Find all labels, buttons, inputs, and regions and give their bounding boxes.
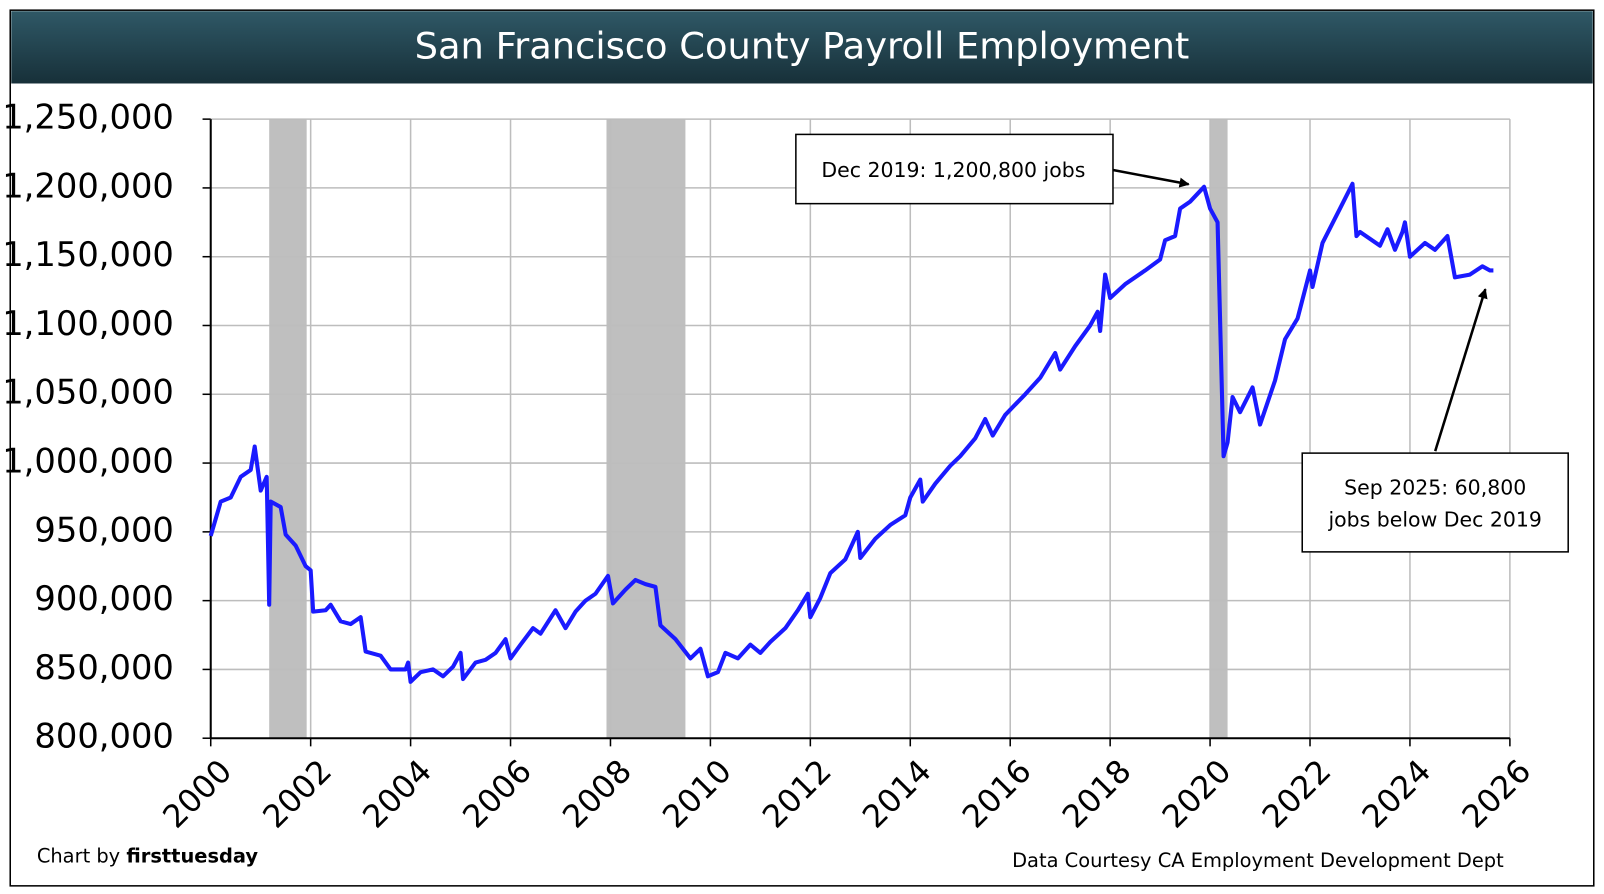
annotations: Dec 2019: 1,200,800 jobs Sep 2025: 60,80…: [795, 133, 1569, 553]
credit-text: Chart by: [37, 844, 127, 867]
data-line: [208, 181, 1494, 684]
header-bar: [11, 11, 1593, 84]
recession-band: [606, 119, 686, 739]
annotation-box: [795, 133, 1114, 205]
arrow: [1112, 168, 1190, 188]
y-tick-label: 1,250,000: [2, 98, 174, 137]
y-tick-label: 850,000: [34, 648, 174, 687]
chart-title: San Francisco County Payroll Employment: [415, 24, 1190, 67]
credit: Chart by firsttuesday: [37, 844, 259, 867]
y-tick-label: 800,000: [34, 717, 174, 756]
arrow: [1433, 288, 1488, 452]
annotation-text: Dec 2019: 1,200,800 jobs: [821, 158, 1085, 182]
y-tick-label: 1,200,000: [2, 166, 174, 205]
y-tick-label: 1,150,000: [2, 235, 174, 274]
y-tick-label: 950,000: [34, 510, 174, 549]
y-tick-label: 1,100,000: [2, 304, 174, 343]
y-tick-label: 1,000,000: [2, 442, 174, 481]
annotation-box: [1301, 452, 1569, 553]
y-tick-label: 1,050,000: [2, 373, 174, 412]
annotation-text: jobs below Dec 2019: [1327, 507, 1541, 531]
y-tick-label: 900,000: [34, 579, 174, 618]
annotation-text: Sep 2025: 60,800: [1344, 476, 1526, 500]
source: Data Courtesy CA Employment Development …: [1012, 849, 1504, 872]
recession-band: [1210, 119, 1228, 739]
credit-brand: firsttuesday: [126, 844, 258, 867]
recession-band: [269, 119, 307, 739]
